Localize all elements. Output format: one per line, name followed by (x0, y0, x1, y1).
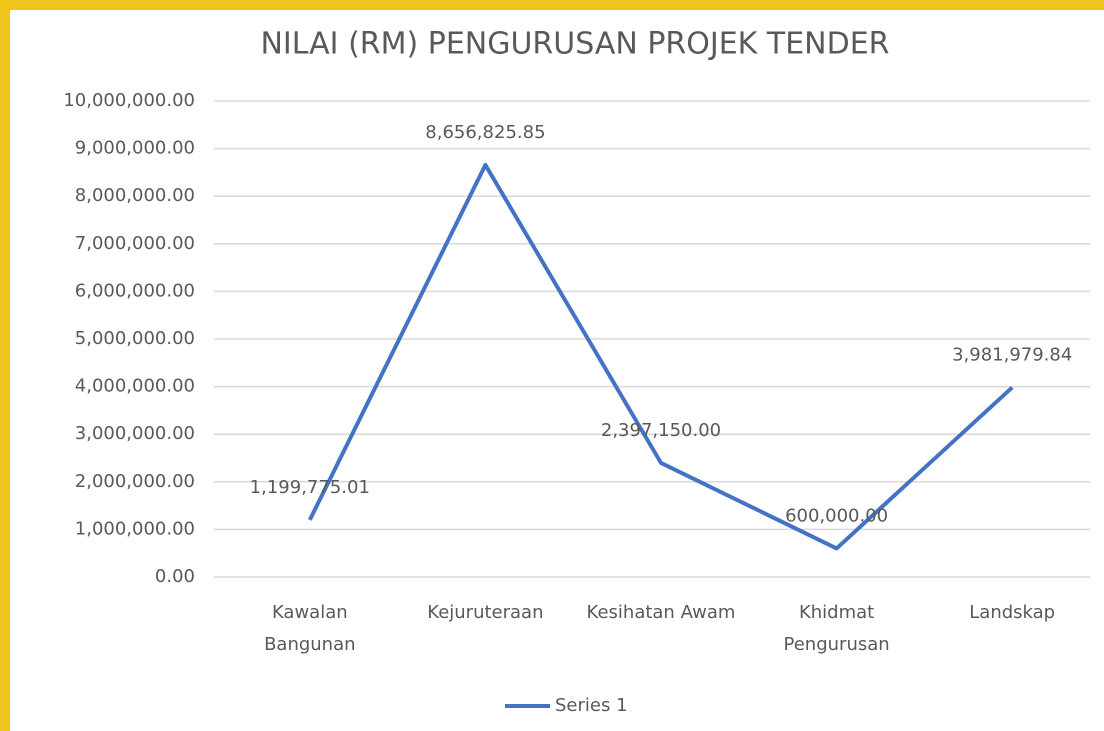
y-tick-label: 9,000,000.00 (75, 138, 195, 159)
x-tick-label: Kawalan Bangunan (264, 602, 356, 655)
series-line (308, 162, 1014, 551)
data-label: 1,199,775.01 (250, 477, 370, 498)
y-tick-label: 8,000,000.00 (75, 185, 195, 206)
y-tick-label: 3,000,000.00 (75, 423, 195, 444)
data-label: 2,397,150.00 (601, 420, 721, 441)
legend-label: Series 1 (555, 695, 628, 716)
y-tick-label: 4,000,000.00 (75, 376, 195, 397)
data-label: 8,656,825.85 (425, 122, 545, 143)
y-tick-label: 10,000,000.00 (63, 90, 195, 111)
y-tick-label: 5,000,000.00 (75, 328, 195, 349)
data-label: 600,000.00 (785, 505, 888, 526)
chart-title: NILAI (RM) PENGURUSAN PROJEK TENDER (260, 27, 889, 62)
x-tick-label: Landskap (969, 602, 1056, 623)
y-tick-label: 7,000,000.00 (75, 233, 195, 254)
y-tick-label: 6,000,000.00 (75, 280, 195, 301)
y-tick-label: 1,000,000.00 (75, 518, 195, 539)
x-tick-label: Kejuruteraan (427, 602, 544, 623)
x-tick-label: Khidmat Pengurusan (783, 602, 890, 655)
data-label: 3,981,979.84 (952, 344, 1072, 365)
y-tick-label: 0.00 (155, 566, 195, 587)
x-tick-label: Kesihatan Awam (586, 602, 736, 623)
y-tick-label: 2,000,000.00 (75, 471, 195, 492)
